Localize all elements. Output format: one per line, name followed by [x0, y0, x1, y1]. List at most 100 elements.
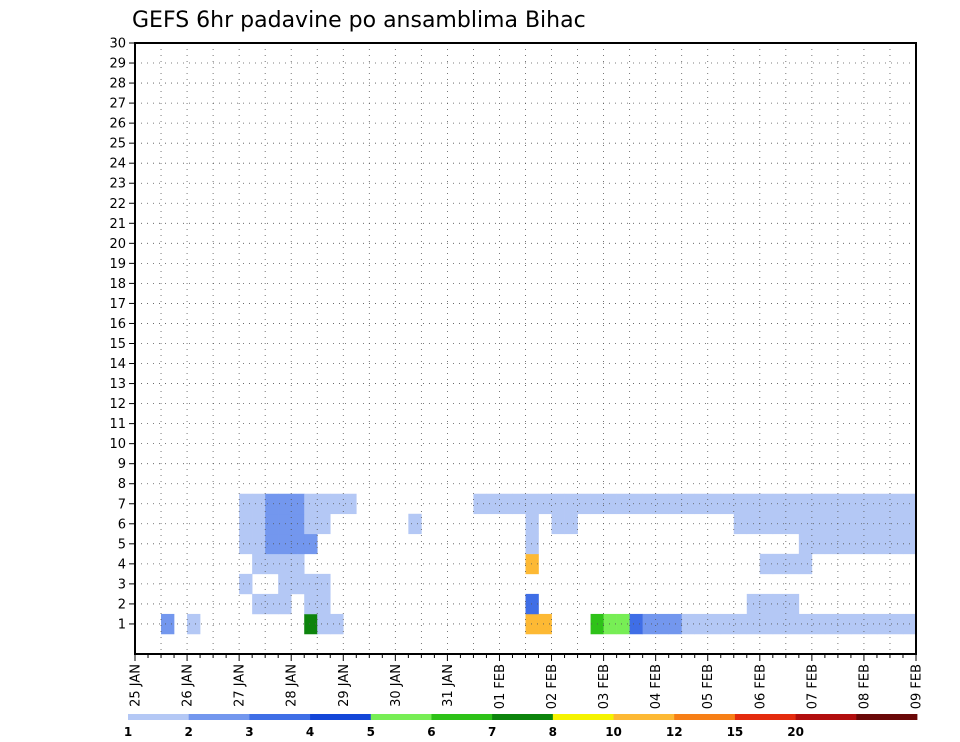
colorbar-swatch	[310, 714, 372, 720]
y-tick-label: 26	[109, 117, 126, 132]
colorbar-swatch	[431, 714, 493, 720]
heatmap-cell	[785, 553, 800, 575]
heatmap-cell	[525, 533, 539, 555]
heatmap-cell	[265, 553, 279, 575]
x-tick-label: 28 JAN	[285, 664, 300, 707]
heatmap-cell	[772, 493, 787, 515]
heatmap-cell	[681, 493, 696, 515]
heatmap-cell	[343, 493, 357, 515]
x-tick-label: 04 FEB	[649, 664, 664, 709]
colorbar-swatch	[188, 714, 250, 720]
heatmap-cell	[798, 613, 813, 635]
heatmap-cell	[278, 493, 292, 515]
y-tick-label: 5	[118, 537, 126, 552]
heatmap-cell	[772, 553, 787, 575]
heatmap-cell	[525, 493, 539, 515]
y-tick-label: 25	[109, 137, 126, 152]
y-tick-label: 15	[109, 337, 126, 352]
heatmap-cell	[772, 593, 787, 615]
heatmap-cell	[252, 533, 266, 555]
heatmap-cell	[707, 613, 722, 635]
heatmap-cell	[759, 553, 774, 575]
heatmap-cell	[278, 513, 292, 535]
y-axis: 1234567891011121314151617181920212223242…	[109, 37, 135, 632]
y-tick-label: 12	[109, 397, 126, 412]
y-tick-label: 3	[118, 577, 126, 592]
heatmap-cell	[317, 573, 331, 595]
heatmap-cell	[278, 573, 292, 595]
heatmap-cell	[720, 613, 735, 635]
colorbar-swatch	[370, 714, 432, 720]
y-tick-label: 14	[109, 357, 126, 372]
heatmap-cell	[564, 513, 578, 535]
heatmap-cell	[538, 613, 552, 635]
y-tick-label: 17	[109, 297, 126, 312]
heatmap-cell	[278, 553, 292, 575]
heatmap-cell	[408, 513, 422, 535]
heatmap-cell	[304, 593, 318, 615]
heatmap-cell	[317, 593, 331, 615]
y-tick-label: 1	[118, 617, 126, 632]
heatmap-cell	[798, 493, 813, 515]
y-tick-label: 4	[118, 557, 126, 572]
heatmap-cell	[525, 593, 539, 615]
heatmap-cell	[239, 513, 253, 535]
heatmap-cell	[265, 533, 279, 555]
x-tick-label: 30 JAN	[389, 664, 404, 707]
heatmap-cell	[551, 493, 565, 515]
heatmap-cell	[330, 493, 344, 515]
colorbar-label: 2	[185, 725, 193, 739]
y-tick-label: 29	[109, 57, 126, 72]
heatmap-cell	[707, 493, 722, 515]
heatmap-cell	[252, 513, 266, 535]
y-tick-label: 22	[109, 197, 126, 212]
heatmap-cell	[785, 593, 800, 615]
colorbar-label: 15	[727, 725, 744, 739]
y-tick-label: 27	[109, 97, 126, 112]
heatmap-cell	[603, 613, 617, 635]
heatmap-cell	[642, 613, 656, 635]
x-tick-label: 03 FEB	[597, 664, 612, 709]
heatmap-cell	[837, 613, 852, 635]
y-tick-label: 16	[109, 317, 126, 332]
colorbar-swatch	[613, 714, 675, 720]
heatmap-cell	[525, 513, 539, 535]
colorbar-label: 10	[605, 725, 622, 739]
colorbar-label: 4	[306, 725, 314, 739]
heatmap-cell	[187, 613, 201, 635]
heatmap-cell	[811, 493, 826, 515]
heatmap-cell	[564, 493, 578, 515]
x-tick-label: 26 JAN	[181, 664, 196, 707]
heatmap-cell	[850, 493, 865, 515]
heatmap-cell	[265, 513, 279, 535]
colorbar-swatch	[856, 714, 918, 720]
colorbar-swatch	[492, 714, 554, 720]
colorbar-label: 1	[124, 725, 132, 739]
y-tick-label: 11	[109, 417, 126, 432]
heatmap-cell	[863, 613, 878, 635]
heatmap-cell	[785, 513, 800, 535]
y-tick-label: 20	[109, 237, 126, 252]
x-tick-label: 09 FEB	[910, 664, 925, 709]
heatmap-cell	[252, 553, 266, 575]
colorbar: 1 2 3 4 5 6 7 8 10 12 15 20	[124, 714, 918, 739]
heatmap-cell	[629, 613, 643, 635]
heatmap-cell	[252, 593, 266, 615]
y-tick-label: 10	[109, 437, 126, 452]
heatmap-cell	[837, 513, 852, 535]
x-tick-label: 25 JAN	[129, 664, 144, 707]
colorbar-swatch	[249, 714, 311, 720]
heatmap-cell	[161, 613, 175, 635]
heatmap-cell	[694, 613, 709, 635]
colorbar-swatch	[674, 714, 736, 720]
heatmap-cell	[863, 493, 878, 515]
colorbar-label: 7	[488, 725, 496, 739]
heatmap-cell	[317, 493, 331, 515]
heatmap-cell	[278, 533, 292, 555]
y-tick-label: 30	[109, 37, 126, 52]
heatmap-cell	[720, 493, 735, 515]
x-tick-label: 27 JAN	[233, 664, 248, 707]
heatmap-cell	[811, 613, 826, 635]
heatmap-cell	[759, 613, 774, 635]
